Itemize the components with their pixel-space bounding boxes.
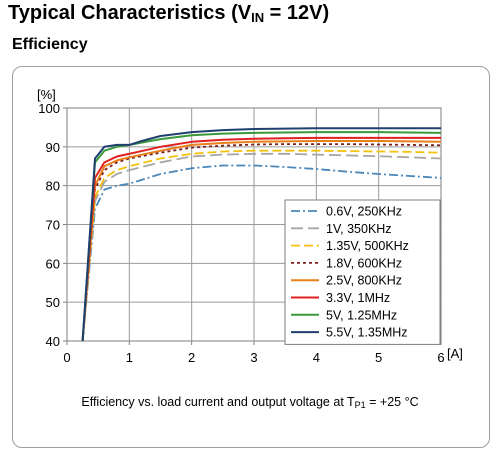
chart-frame: [12, 66, 490, 448]
y-tick-label: 90: [46, 140, 60, 155]
legend-label-5: 2.5V, 800KHz: [326, 274, 402, 288]
series-line-2: [81, 152, 442, 342]
x-tick-label: 1: [126, 350, 133, 365]
page-title: Typical Characteristics (VIN = 12V): [8, 2, 330, 25]
legend-label-6: 3.3V, 1MHz: [326, 291, 390, 305]
series-layer: [81, 127, 442, 342]
legend-label-1: 0.6V, 250KHz: [326, 205, 402, 219]
series-line-1: [81, 164, 442, 342]
legend-label-3: 1.35V, 500KHz: [326, 239, 409, 253]
series-line-7: [81, 131, 442, 342]
x-tick-label: 2: [188, 350, 195, 365]
axes: 40 50 60 70 80 90 100 0 1 2 3 4 5 6 [%] [A]: [37, 87, 463, 365]
legend-label-8: 5.5V, 1.35MHz: [326, 326, 408, 340]
x-tick-label: 4: [313, 350, 320, 365]
series-line-6: [81, 136, 441, 342]
legend-label-2: 1V, 350KHz: [326, 222, 392, 236]
y-tick-label: 100: [38, 101, 60, 116]
series-line-5: [81, 140, 442, 342]
y-tick-label: 40: [46, 334, 60, 349]
section-title: Efficiency: [12, 36, 88, 53]
series-line-4: [81, 143, 442, 342]
series-line-3: [81, 149, 442, 342]
y-tick-label: 80: [46, 179, 60, 194]
y-tick-label: 70: [46, 218, 60, 233]
x-axis-label: [A]: [447, 346, 463, 361]
legend-label-4: 1.8V, 600KHz: [326, 256, 402, 270]
x-tick-label: 6: [437, 350, 444, 365]
legend: 0.6V, 250KHz 1V, 350KHz 1.35V, 500KHz 1.8V,…: [284, 199, 441, 345]
chart-caption: Efficiency vs. load current and output v…: [81, 395, 419, 410]
series-line-8: [81, 127, 441, 342]
x-tick-label: 5: [375, 350, 382, 365]
x-tick-label: 3: [250, 350, 257, 365]
legend-box: [284, 199, 441, 345]
y-axis-label: [%]: [37, 87, 56, 102]
legend-label-7: 5V, 1.25MHz: [326, 308, 397, 322]
y-tick-label: 50: [46, 295, 60, 310]
x-tick-label: 0: [63, 350, 70, 365]
y-tick-label: 60: [46, 256, 60, 271]
